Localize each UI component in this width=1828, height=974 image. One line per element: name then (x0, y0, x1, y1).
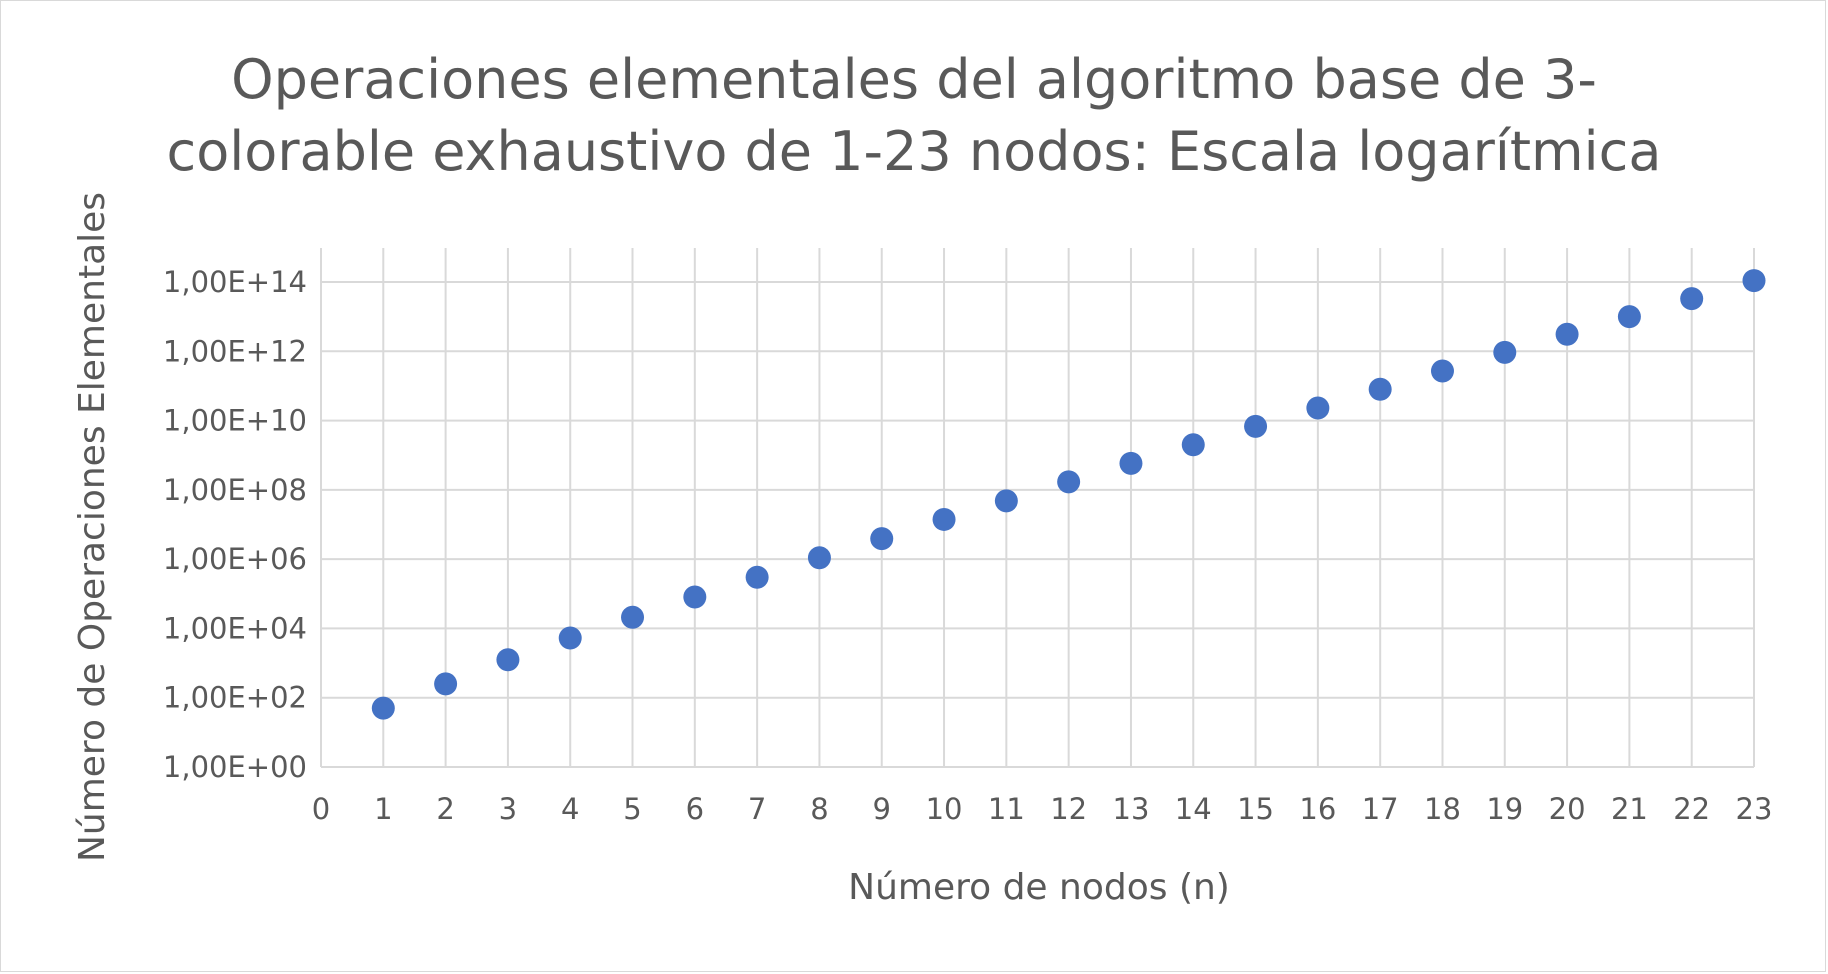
x-tick-label: 12 (1050, 792, 1087, 826)
data-point (371, 696, 395, 720)
data-point (1680, 287, 1704, 311)
x-tick-label: 16 (1299, 792, 1336, 826)
x-tick-label: 15 (1237, 792, 1274, 826)
data-point (496, 648, 520, 672)
y-axis-title: Número de Operaciones Elementales (72, 192, 113, 862)
data-point (1617, 305, 1641, 329)
x-tick-label: 9 (873, 792, 891, 826)
x-tick-label: 5 (623, 792, 641, 826)
chart-title-line-2: colorable exhaustivo de 1-23 nodos: Esca… (166, 120, 1662, 183)
x-axis-title: Número de nodos (n) (848, 867, 1230, 908)
x-tick-label: 2 (436, 792, 454, 826)
data-point (558, 626, 582, 650)
x-tick-label: 21 (1611, 792, 1648, 826)
x-tick-label: 11 (988, 792, 1025, 826)
data-point (1430, 359, 1454, 383)
data-point (1742, 269, 1766, 293)
data-point (683, 585, 707, 609)
data-point (1181, 433, 1205, 457)
data-point (1368, 377, 1392, 401)
y-tick-label: 1,00E+12 (163, 334, 307, 368)
x-tick-label: 1 (374, 792, 392, 826)
y-tick-labels: 1,00E+00 1,00E+02 1,00E+04 1,00E+06 1,00E+08… (163, 265, 307, 784)
x-tick-label: 7 (748, 792, 766, 826)
data-point (870, 527, 894, 551)
data-point (1306, 396, 1330, 420)
x-tick-label: 14 (1175, 792, 1212, 826)
x-tick-label: 18 (1424, 792, 1461, 826)
x-tick-label: 17 (1362, 792, 1399, 826)
x-tick-labels: 0 1 2 3 4 5 6 7 8 9 10 11 12 13 14 15 16 17 18 19 20 21 22 23 (312, 792, 1773, 826)
data-point (621, 605, 645, 629)
chart-title-line-1: Operaciones elementales del algoritmo ba… (231, 48, 1597, 111)
data-point (932, 507, 956, 531)
grid (320, 248, 1755, 768)
x-tick-label: 19 (1486, 792, 1523, 826)
data-point (1555, 322, 1579, 346)
chart-title: Operaciones elementales del algoritmo ba… (0, 44, 1828, 188)
y-tick-label: 1,00E+04 (163, 611, 307, 645)
data-point (1493, 340, 1517, 364)
y-tick-label: 1,00E+02 (163, 681, 307, 715)
x-tick-label: 6 (686, 792, 704, 826)
x-tick-label: 0 (312, 792, 330, 826)
y-tick-label: 1,00E+00 (163, 750, 307, 784)
x-tick-label: 13 (1113, 792, 1150, 826)
y-tick-label: 1,00E+14 (163, 265, 307, 299)
data-point (807, 546, 831, 570)
y-tick-label: 1,00E+06 (163, 542, 307, 576)
x-tick-label: 22 (1673, 792, 1710, 826)
x-tick-label: 23 (1736, 792, 1773, 826)
data-point (745, 565, 769, 589)
data-point (1057, 470, 1081, 494)
data-point (1119, 451, 1143, 475)
x-tick-label: 3 (499, 792, 517, 826)
y-tick-label: 1,00E+10 (163, 404, 307, 438)
y-tick-label: 1,00E+08 (163, 473, 307, 507)
x-tick-label: 8 (810, 792, 828, 826)
data-point (434, 672, 458, 696)
x-tick-label: 20 (1549, 792, 1586, 826)
x-tick-label: 10 (926, 792, 963, 826)
data-point (994, 489, 1018, 513)
data-points (371, 269, 1766, 720)
x-tick-label: 4 (561, 792, 579, 826)
data-point (1244, 414, 1268, 438)
